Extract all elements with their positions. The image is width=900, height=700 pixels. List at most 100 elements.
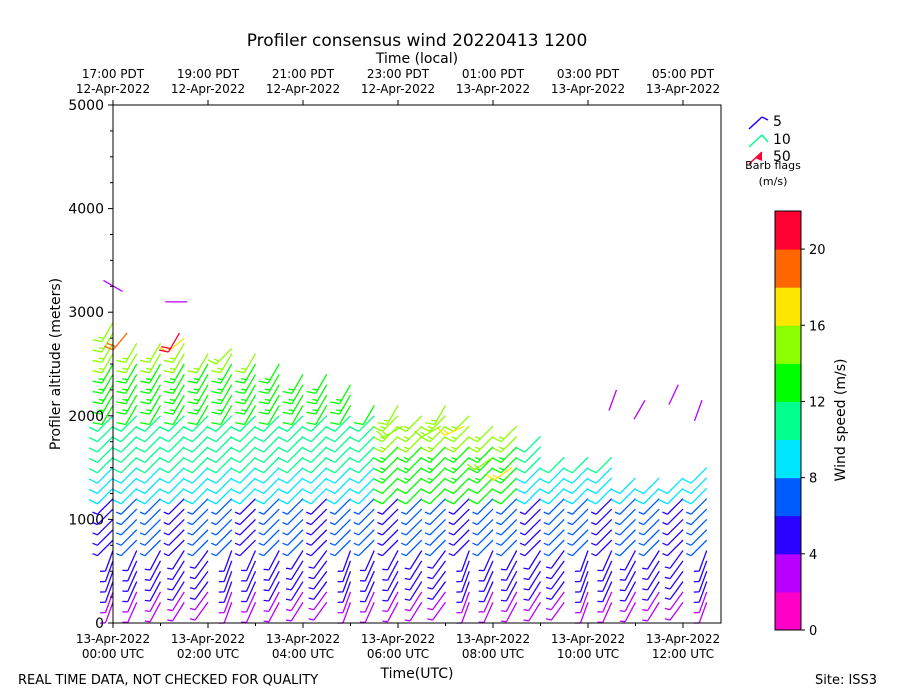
wind-barb-high	[468, 467, 494, 484]
barb-shaft	[191, 508, 209, 526]
barb-full	[116, 370, 126, 374]
wind-barb-low	[664, 570, 684, 590]
barb-half	[264, 388, 271, 391]
wind-barb-low	[478, 602, 494, 624]
barb-half	[498, 446, 505, 450]
barb-shaft	[358, 498, 375, 515]
barb-shaft	[633, 399, 646, 420]
barb-shaft	[144, 425, 161, 443]
barb-half	[523, 598, 529, 601]
wind-barb-low	[642, 560, 660, 581]
barb-shaft	[571, 498, 589, 515]
barb-half	[545, 607, 552, 611]
wind-barb-mid	[92, 518, 114, 536]
barb-half	[189, 576, 196, 580]
barb-shaft	[505, 560, 518, 581]
wind-barb-high	[163, 363, 185, 384]
barb-shaft	[500, 487, 518, 505]
barb-shaft	[310, 487, 328, 505]
barb-shaft	[453, 539, 470, 557]
barb-shaft	[239, 498, 256, 515]
barb-full	[611, 499, 621, 505]
wind-barb-mid	[590, 518, 613, 536]
wind-barb-low	[359, 560, 375, 582]
wind-barb-low	[337, 591, 352, 614]
barb-full	[492, 488, 502, 495]
barb-shaft	[342, 550, 352, 572]
wind-barb-high	[587, 477, 613, 495]
barb-shaft	[387, 550, 399, 571]
legend-barb-shaft	[748, 116, 763, 130]
wind-barb-high	[235, 363, 257, 384]
barb-shaft	[571, 487, 589, 505]
legend-label-5: 5	[773, 114, 782, 130]
wind-barb-high	[539, 487, 565, 505]
wind-barb-high	[421, 467, 446, 484]
barb-half	[424, 521, 431, 526]
barb-shaft	[595, 529, 613, 546]
wind-barb-low	[308, 581, 328, 600]
barb-shaft	[215, 508, 233, 526]
barb-full	[211, 421, 221, 426]
wind-barb-mid	[282, 539, 304, 557]
wind-barb-high	[112, 415, 138, 432]
wind-barb-mid	[115, 539, 138, 557]
barb-full	[444, 499, 454, 505]
barb-half	[642, 619, 648, 622]
wind-barb-high	[373, 487, 399, 505]
legend-barb-icon	[748, 151, 763, 165]
barb-shaft	[461, 570, 470, 593]
wind-barb-high	[278, 415, 304, 432]
barb-shaft	[666, 487, 684, 505]
wind-barb-mid	[115, 498, 138, 515]
barb-shaft	[120, 415, 138, 432]
barb-half	[543, 511, 549, 515]
barb-half	[167, 598, 173, 601]
barb-shaft	[313, 550, 328, 569]
barb-shaft	[168, 539, 185, 557]
barb-shaft	[595, 477, 613, 494]
barb-half	[258, 532, 264, 536]
barb-shaft	[405, 539, 423, 557]
barb-shaft	[127, 591, 138, 613]
barb-full	[140, 401, 150, 405]
barb-half	[451, 456, 457, 461]
barb-half	[519, 511, 526, 515]
barb-full	[330, 421, 340, 426]
barb-full	[231, 478, 241, 484]
barb-half	[285, 577, 292, 581]
legend-barb-flag	[755, 152, 762, 161]
barb-full	[397, 478, 407, 484]
barb-full	[421, 467, 431, 474]
barb-half	[590, 532, 597, 536]
barb-full	[258, 421, 269, 426]
wind-barb-low	[597, 581, 613, 603]
wind-barb-high	[326, 425, 351, 443]
barb-half	[448, 552, 454, 557]
barb-half	[139, 532, 146, 536]
wind-barb-high	[231, 425, 256, 443]
barb-shaft	[268, 581, 280, 602]
barb-shaft	[483, 602, 494, 623]
barb-shaft	[215, 477, 233, 494]
barb-shaft	[571, 518, 589, 536]
barb-shaft	[548, 498, 565, 515]
barb-half	[144, 589, 151, 592]
barb-full	[634, 499, 644, 505]
barb-half	[282, 552, 288, 557]
barb-shaft	[693, 400, 703, 422]
wind-barb-high	[516, 467, 541, 484]
barb-half	[473, 464, 479, 469]
barb-full	[140, 359, 150, 363]
wind-barb-mid	[614, 529, 636, 546]
barb-half	[167, 577, 173, 581]
wind-barb-high	[207, 436, 233, 453]
wind-barb-low	[359, 550, 375, 572]
barb-shaft	[120, 477, 138, 494]
wind-barb-high	[187, 363, 209, 384]
barb-half	[217, 388, 223, 391]
barb-full	[104, 345, 114, 351]
wind-barb-low	[285, 550, 304, 570]
barb-half	[308, 576, 314, 580]
